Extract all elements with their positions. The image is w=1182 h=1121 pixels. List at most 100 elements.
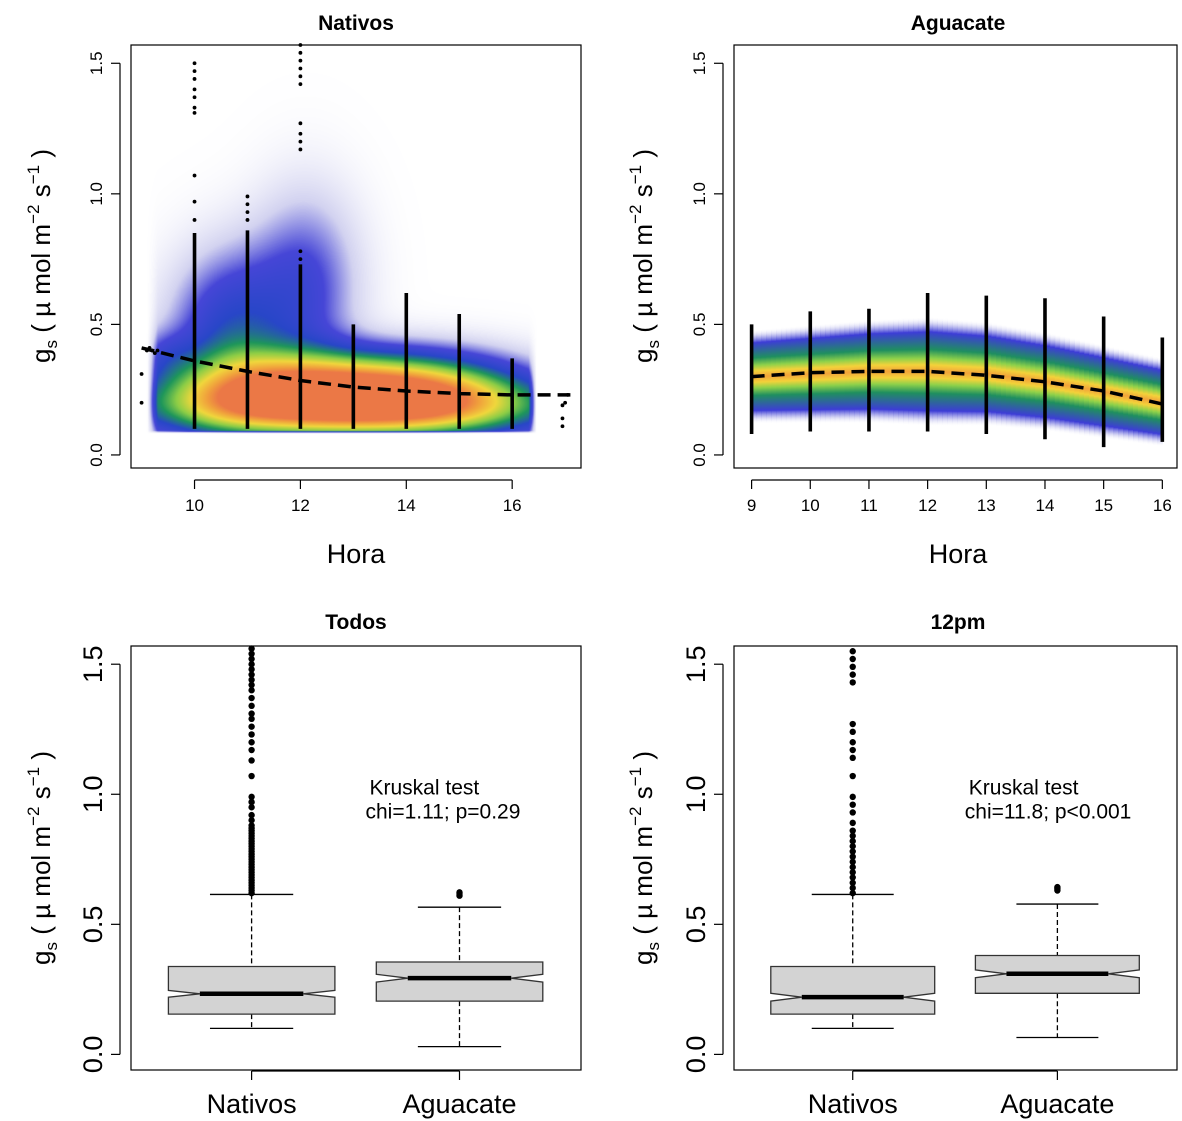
ylabel-exponent: −2 [24,807,43,826]
x-tick-label: 15 [1094,496,1113,515]
outlier-point [248,757,255,764]
ylabel-unit: ) [26,751,56,767]
outlier-point [849,869,856,876]
y-tick-label: 1.5 [681,645,711,683]
ylabel-unit: ( µ mol m [628,826,658,942]
data-point [298,74,303,79]
ylabel-unit: s [628,184,658,204]
outlier-point [248,798,255,806]
outlier-point [248,666,255,673]
data-point [192,61,197,66]
density-band [1025,328,1031,430]
ylabel-exponent: −2 [626,807,645,826]
density-band [1084,340,1090,437]
outlier-point [248,804,255,811]
density-band [1123,349,1129,442]
ylabel-unit: ( µ mol m [628,224,658,340]
density-band [1005,325,1012,428]
plot-frame [130,44,582,469]
ylabel-unit: s [628,786,658,806]
x-category-label: Aguacate [402,1089,516,1119]
outlier-point [849,720,856,728]
axes: Nativos Aguacate 0.0 0.5 1.0 1.5 [681,645,1114,1119]
density-surface [131,45,581,468]
trend-line [141,346,571,397]
outlier-point [248,723,255,730]
ylabel-g: g [628,951,658,965]
data-point [139,372,144,376]
data-point [563,400,568,405]
box-aguacate [974,883,1140,1039]
data-point [560,416,565,421]
x-axis-label: Hora [929,539,989,569]
x-tick-label: 12 [291,496,310,515]
ylabel-subscript: s [42,942,61,951]
y-tick-label: 1.0 [690,182,709,206]
kruskal-test-label: Kruskal test [969,776,1079,799]
y-tick-label: 0.5 [87,313,106,337]
data-point [298,50,303,55]
outlier-point [849,648,856,655]
ylabel-unit: ( µ mol m [26,224,56,340]
data-point [192,87,197,92]
outlier-point [248,739,255,746]
outlier-point [248,687,255,694]
ylabel-exponent: −2 [24,205,43,224]
ylabel-unit: ) [628,751,658,767]
outlier-point [849,884,856,892]
density-band [785,326,792,424]
outlier-point [248,702,255,710]
data-point [192,199,197,204]
x-category-label: Aguacate [1000,1089,1114,1119]
y-tick-label: 0.5 [681,906,711,944]
data-point [298,257,303,262]
density-band [927,316,934,427]
x-tick-label: 16 [503,496,522,515]
ylabel-exponent: −1 [24,767,43,786]
ylabel-g: g [26,951,56,965]
density-band [1103,345,1110,440]
density-band [805,324,811,424]
outlier-point [248,746,255,754]
data-point [298,121,303,126]
density-band [844,321,850,424]
outlier-point [849,679,856,686]
x-tick-label: 12 [918,496,937,515]
density-band [1064,336,1071,435]
outlier-point [248,661,255,668]
density-band [1142,353,1149,445]
data-point [298,131,303,136]
ylabel-unit: ) [628,149,658,165]
outlier-point [849,772,856,780]
outlier-point [248,793,255,801]
data-point [192,69,197,74]
density-band [922,316,929,427]
data-point [192,173,197,178]
outlier-point [849,746,856,754]
ylabel-subscript: s [644,340,663,349]
y-axis-label: gs ( µ mol m−2 s−1 ) [24,149,61,363]
ylabel-unit: s [26,184,56,204]
chart-panel-nativos: Nativos 10 12 14 160.00.51.01.5 Hora gs ( µ… [24,12,582,569]
outlier-point [849,728,856,736]
y-axis-label: gs ( µ mol m−2 s−1 ) [626,149,663,363]
outlier-point [248,731,255,738]
x-tick-label: 16 [1153,496,1172,515]
x-category-label: Nativos [808,1089,898,1119]
data-point [192,110,197,115]
ylabel-g: g [26,349,56,363]
chart-title: Aguacate [911,12,1006,35]
box-nativos [167,645,336,1030]
ylabel-exponent: −2 [626,205,645,224]
y-axis-label: gs ( µ mol m−2 s−1 ) [626,751,663,965]
y-tick-label: 0.5 [690,313,709,337]
kruskal-test-result: chi=11.8; p<0.001 [965,800,1132,823]
outlier-point [849,663,856,671]
kruskal-test-label: Kruskal test [370,776,480,799]
ylabel-subscript: s [42,340,61,349]
x-tick-label: 10 [801,496,820,515]
outlier-point [849,671,856,678]
chart-title: Nativos [318,12,394,35]
